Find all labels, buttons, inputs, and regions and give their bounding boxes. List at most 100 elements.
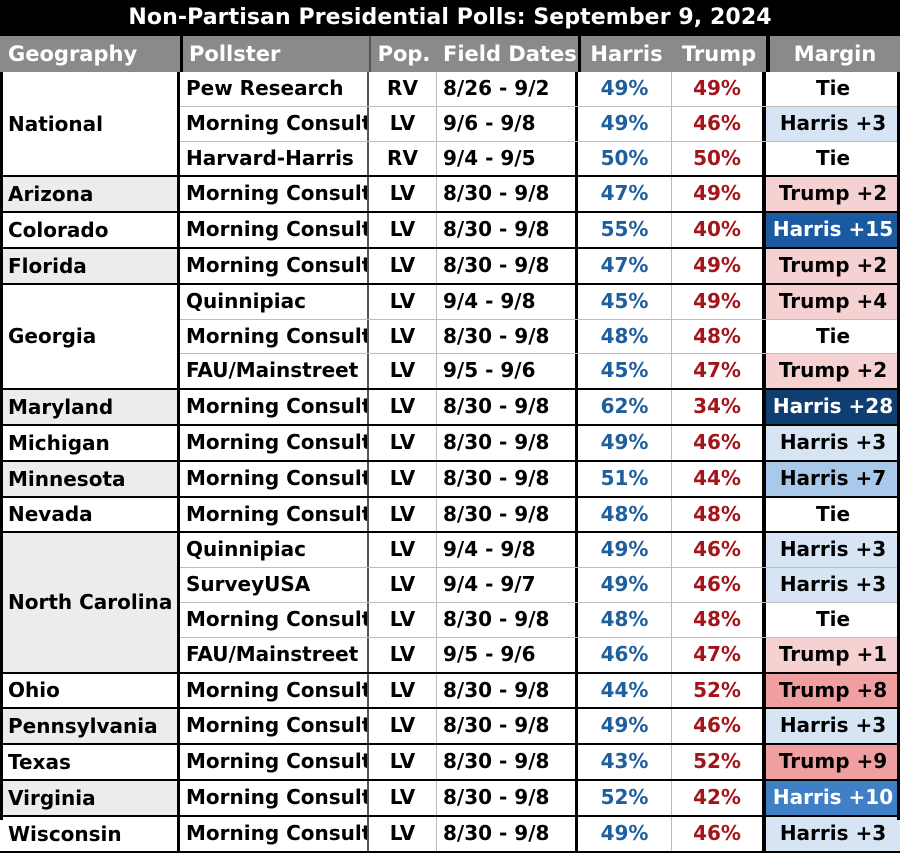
harris-pct-cell: 62% — [578, 390, 672, 424]
header-pollster: Pollster — [180, 36, 369, 72]
geography-cell: Texas — [0, 745, 180, 779]
margin-cell: Tie — [766, 141, 900, 176]
population-cell: LV — [369, 177, 437, 212]
harris-pct-cell: 47% — [578, 177, 672, 212]
population-cell: LV — [369, 390, 437, 424]
poll-rows: Morning Consult LV 8/30 - 9/8 47% 49% Trump +… — [180, 177, 900, 212]
margin-cell: Harris +3 — [766, 425, 900, 460]
margin-cell: Trump +4 — [766, 284, 900, 319]
geography-group: Texas Morning Consult LV 8/30 - 9/8 43% 52% Tr… — [0, 745, 900, 781]
population-cell: LV — [369, 709, 437, 744]
field-dates-cell: 8/30 - 9/8 — [437, 709, 578, 744]
geography-cell: National — [0, 72, 180, 176]
population-cell: LV — [369, 461, 437, 496]
poll-rows: Morning Consult LV 8/30 - 9/8 48% 48% Tie — [180, 497, 900, 532]
pollster-cell: Morning Consult — [180, 497, 369, 532]
table-row: Morning Consult LV 8/30 - 9/8 44% 52% Trump +… — [180, 673, 900, 708]
harris-pct-cell: 48% — [578, 319, 672, 354]
trump-pct-cell: 48% — [672, 602, 766, 637]
margin-cell: Trump +2 — [766, 248, 900, 283]
table-row: Morning Consult LV 8/30 - 9/8 62% 34% Harris … — [180, 390, 900, 424]
geography-group: Minnesota Morning Consult LV 8/30 - 9/8 51% 4… — [0, 461, 900, 498]
geography-cell: Minnesota — [0, 461, 180, 496]
pollster-cell: Morning Consult — [180, 390, 369, 424]
population-cell: LV — [369, 637, 437, 672]
pollster-cell: SurveyUSA — [180, 568, 369, 602]
pollster-cell: Quinnipiac — [180, 284, 369, 319]
harris-pct-cell: 45% — [578, 354, 672, 389]
harris-pct-cell: 47% — [578, 248, 672, 283]
trump-pct-cell: 49% — [672, 72, 766, 106]
header-field-dates: Field Dates — [443, 42, 577, 66]
population-cell: LV — [369, 568, 437, 602]
harris-pct-cell: 49% — [578, 709, 672, 744]
pollster-cell: Morning Consult — [180, 319, 369, 354]
field-dates-cell: 8/30 - 9/8 — [437, 461, 578, 496]
pollster-cell: Morning Consult — [180, 177, 369, 212]
poll-rows: Morning Consult LV 8/30 - 9/8 55% 40% Harris … — [180, 213, 900, 247]
harris-pct-cell: 46% — [578, 637, 672, 672]
field-dates-cell: 9/5 - 9/6 — [437, 354, 578, 389]
harris-pct-cell: 44% — [578, 673, 672, 708]
table-row: Harvard-Harris RV 9/4 - 9/5 50% 50% Tie — [180, 141, 900, 176]
harris-pct-cell: 49% — [578, 72, 672, 106]
header-geography: Geography — [8, 42, 138, 66]
poll-rows: Quinnipiac LV 9/4 - 9/8 45% 49% Trump +4 Morni… — [180, 284, 900, 389]
trump-pct-cell: 46% — [672, 425, 766, 460]
geography-group: Arizona Morning Consult LV 8/30 - 9/8 47% 49%… — [0, 177, 900, 214]
population-cell: LV — [369, 497, 437, 532]
field-dates-cell: 9/4 - 9/8 — [437, 284, 578, 319]
trump-pct-cell: 49% — [672, 284, 766, 319]
trump-pct-cell: 46% — [672, 533, 766, 568]
table-row: SurveyUSA LV 9/4 - 9/7 49% 46% Harris +3 — [180, 568, 900, 603]
table-row: Morning Consult LV 8/30 - 9/8 48% 48% Tie — [180, 319, 900, 355]
pollster-cell: Morning Consult — [180, 709, 369, 744]
trump-pct-cell: 50% — [672, 141, 766, 176]
pollster-cell: Morning Consult — [180, 248, 369, 283]
geography-group: Nevada Morning Consult LV 8/30 - 9/8 48% 48% T… — [0, 497, 900, 534]
table-row: Morning Consult LV 8/30 - 9/8 51% 44% Harris … — [180, 461, 900, 496]
geography-group: North Carolina Quinnipiac LV 9/4 - 9/8 49% 46… — [0, 533, 900, 674]
harris-pct-cell: 52% — [578, 780, 672, 815]
table-row: Morning Consult LV 8/30 - 9/8 48% 48% Tie — [180, 602, 900, 638]
margin-cell: Trump +8 — [766, 673, 900, 708]
margin-cell: Harris +28 — [766, 390, 900, 424]
geography-group: Colorado Morning Consult LV 8/30 - 9/8 55% 40… — [0, 213, 900, 249]
field-dates-cell: 8/30 - 9/8 — [437, 319, 578, 354]
margin-cell: Harris +10 — [766, 780, 900, 815]
field-dates-cell: 9/6 - 9/8 — [437, 106, 578, 141]
table-row: Morning Consult LV 8/30 - 9/8 48% 48% Tie — [180, 497, 900, 532]
geography-group: Maryland Morning Consult LV 8/30 - 9/8 62% 34… — [0, 390, 900, 426]
table-row: FAU/Mainstreet LV 9/5 - 9/6 45% 47% Trump +2 — [180, 354, 900, 389]
field-dates-cell: 8/26 - 9/2 — [437, 72, 578, 106]
table-row: FAU/Mainstreet LV 9/5 - 9/6 46% 47% Trump +1 — [180, 637, 900, 672]
pollster-cell: Morning Consult — [180, 602, 369, 637]
poll-rows: Morning Consult LV 8/30 - 9/8 49% 46% Harris … — [180, 425, 900, 460]
pollster-cell: Morning Consult — [180, 745, 369, 779]
harris-pct-cell: 48% — [578, 497, 672, 532]
margin-cell: Tie — [766, 497, 900, 532]
geography-group: Virginia Morning Consult LV 8/30 - 9/8 52% 42… — [0, 780, 900, 817]
pollster-cell: Morning Consult — [180, 213, 369, 247]
header-row: Geography Pollster Pop. Field Dates Harr… — [0, 36, 900, 72]
geography-group: Pennsylvania Morning Consult LV 8/30 - 9/8 4… — [0, 709, 900, 746]
header-trump: Trump — [681, 42, 757, 66]
geography-group: Wisconsin Morning Consult LV 8/30 - 9/8 49% 4… — [0, 816, 900, 853]
geography-group: Ohio Morning Consult LV 8/30 - 9/8 44% 52% Tru… — [0, 673, 900, 710]
field-dates-cell: 8/30 - 9/8 — [437, 248, 578, 283]
geography-cell: Colorado — [0, 213, 180, 247]
pollster-cell: Pew Research — [180, 72, 369, 106]
table-title: Non-Partisan Presidential Polls: Septemb… — [0, 0, 900, 36]
population-cell: LV — [369, 425, 437, 460]
poll-rows: Morning Consult LV 8/30 - 9/8 62% 34% Harris … — [180, 390, 900, 424]
margin-cell: Tie — [766, 72, 900, 106]
trump-pct-cell: 40% — [672, 213, 766, 247]
population-cell: LV — [369, 780, 437, 815]
pollster-cell: Morning Consult — [180, 673, 369, 708]
margin-cell: Harris +7 — [766, 461, 900, 496]
trump-pct-cell: 47% — [672, 637, 766, 672]
field-dates-cell: 8/30 - 9/8 — [437, 213, 578, 247]
geography-cell: Ohio — [0, 673, 180, 708]
margin-cell: Harris +3 — [766, 533, 900, 568]
geography-group: National Pew Research RV 8/26 - 9/2 49% 49% Ti… — [0, 72, 900, 178]
